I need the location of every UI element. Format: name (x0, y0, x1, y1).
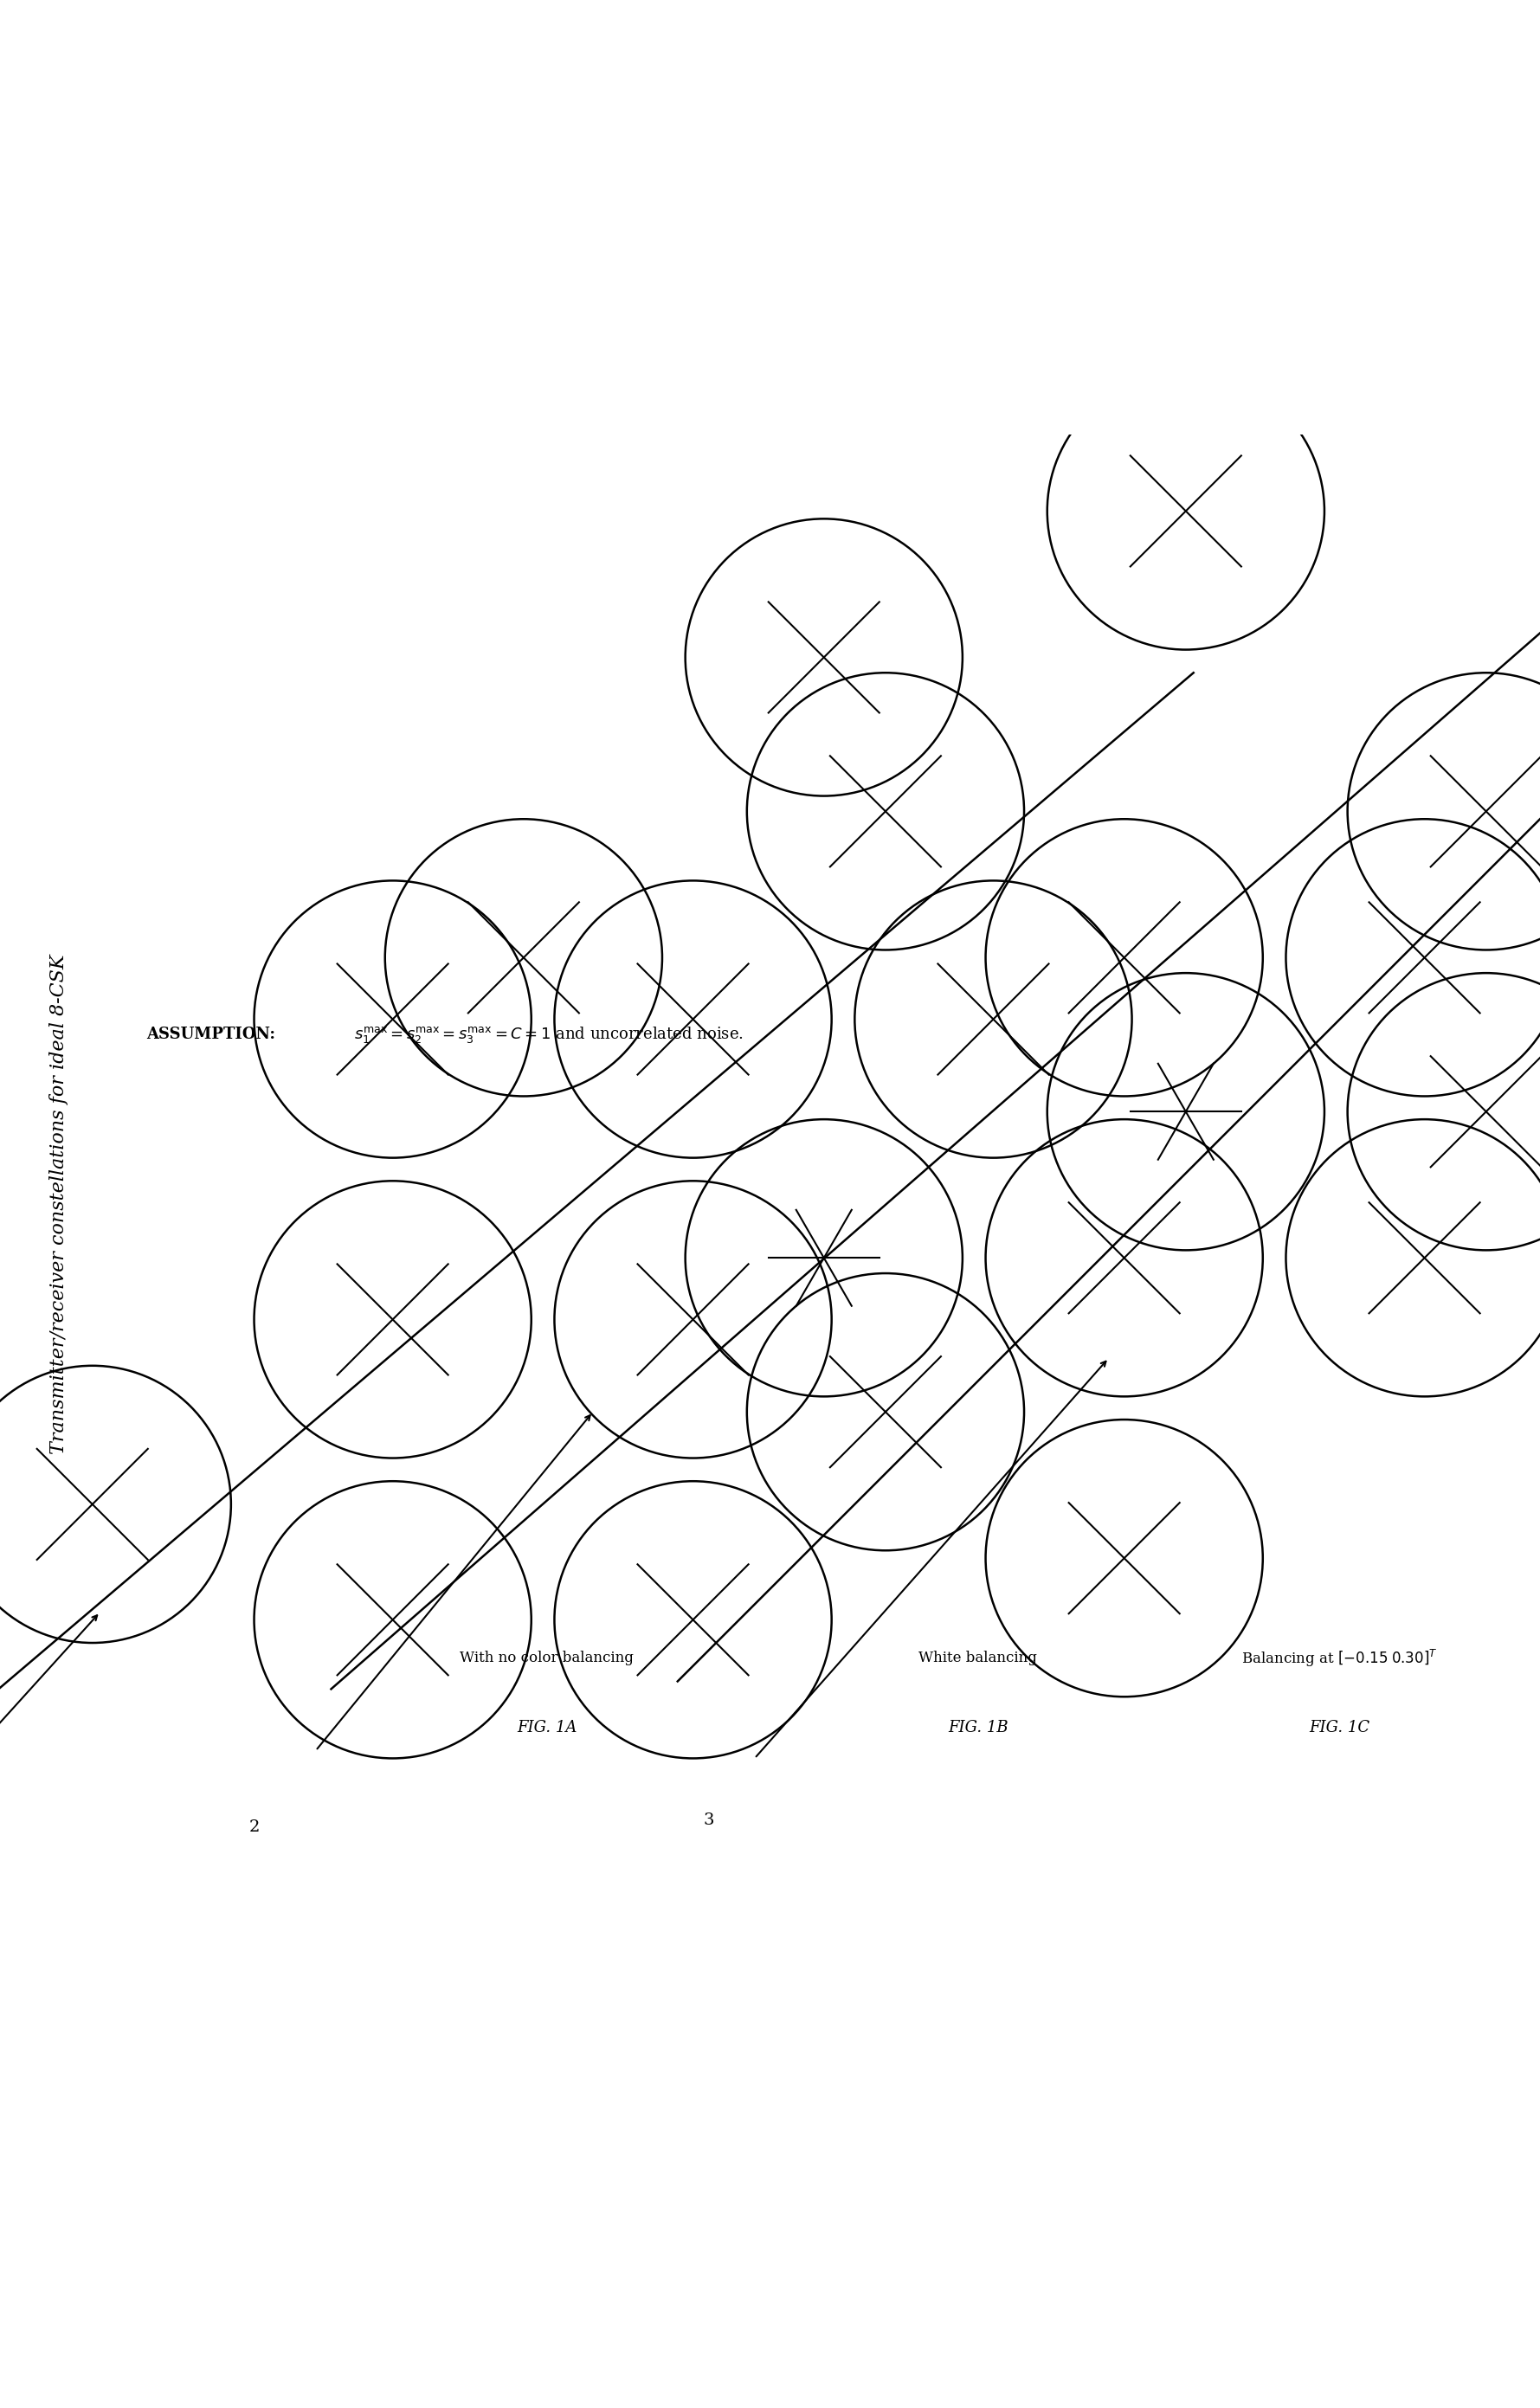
Text: FIG. 1C: FIG. 1C (1309, 1719, 1371, 1736)
Text: FIG. 1B: FIG. 1B (947, 1719, 1009, 1736)
Text: ASSUMPTION:: ASSUMPTION: (146, 1026, 276, 1043)
Text: 3: 3 (702, 1813, 715, 1828)
Text: 2: 2 (249, 1820, 259, 1835)
Text: $s_1^{\mathrm{max}} = s_2^{\mathrm{max}} = s_3^{\mathrm{max}} = C = 1$ and uncor: $s_1^{\mathrm{max}} = s_2^{\mathrm{max}}… (354, 1026, 744, 1045)
Text: Balancing at $[-0.15\;0.30]^T$: Balancing at $[-0.15\;0.30]^T$ (1241, 1647, 1438, 1669)
Text: With no color balancing: With no color balancing (460, 1652, 633, 1666)
Text: Transmitter/receiver constellations for ideal 8-CSK: Transmitter/receiver constellations for … (49, 954, 68, 1454)
Text: FIG. 1A: FIG. 1A (517, 1719, 576, 1736)
Text: White balancing: White balancing (919, 1652, 1036, 1666)
